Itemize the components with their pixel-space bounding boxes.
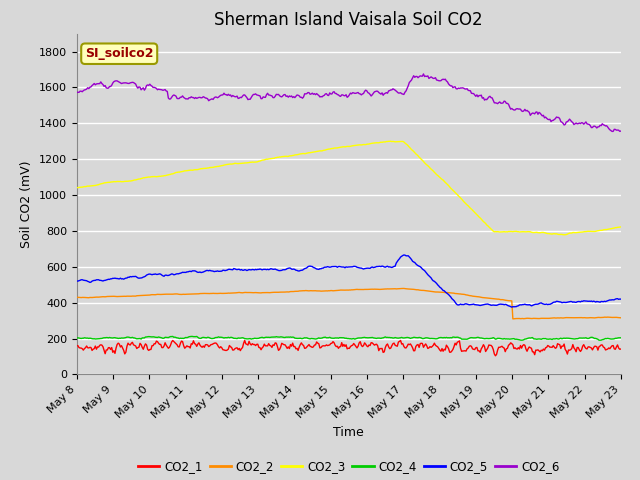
- Line: CO2_5: CO2_5: [77, 255, 621, 307]
- CO2_3: [332, 145, 339, 151]
- CO2_5: [521, 301, 529, 307]
- CO2_4: [398, 335, 406, 340]
- CO2_6: [520, 108, 527, 114]
- CO2_6: [335, 92, 342, 98]
- CO2_6: [608, 129, 616, 134]
- CO2_2: [606, 314, 614, 320]
- CO2_1: [332, 342, 339, 348]
- CO2_1: [521, 342, 529, 348]
- CO2_5: [367, 264, 375, 270]
- CO2_5: [332, 264, 339, 269]
- CO2_1: [367, 340, 375, 346]
- X-axis label: Time: Time: [333, 426, 364, 439]
- CO2_6: [397, 90, 404, 96]
- CO2_4: [169, 334, 177, 339]
- CO2_2: [367, 287, 375, 292]
- CO2_6: [420, 71, 428, 77]
- CO2_3: [335, 144, 342, 150]
- CO2_1: [617, 346, 625, 352]
- CO2_3: [73, 185, 81, 191]
- Line: CO2_6: CO2_6: [77, 74, 621, 132]
- CO2_1: [73, 343, 81, 348]
- CO2_5: [508, 304, 516, 310]
- CO2_2: [73, 294, 81, 300]
- CO2_4: [332, 335, 340, 341]
- CO2_5: [606, 297, 614, 303]
- CO2_2: [521, 316, 529, 322]
- CO2_2: [617, 315, 625, 321]
- CO2_3: [367, 141, 375, 146]
- CO2_4: [617, 335, 625, 341]
- Line: CO2_4: CO2_4: [77, 336, 621, 340]
- CO2_3: [398, 139, 406, 144]
- CO2_2: [397, 286, 404, 291]
- Title: Sherman Island Vaisala Soil CO2: Sherman Island Vaisala Soil CO2: [214, 11, 483, 29]
- CO2_1: [398, 341, 406, 347]
- CO2_1: [606, 346, 614, 351]
- Y-axis label: Soil CO2 (mV): Soil CO2 (mV): [20, 160, 33, 248]
- CO2_6: [617, 128, 625, 134]
- CO2_3: [520, 229, 527, 235]
- CO2_3: [560, 232, 568, 238]
- CO2_3: [387, 138, 395, 144]
- CO2_2: [335, 288, 342, 293]
- Line: CO2_1: CO2_1: [77, 340, 621, 356]
- CO2_6: [605, 126, 612, 132]
- CO2_6: [367, 93, 375, 99]
- CO2_2: [332, 288, 339, 293]
- CO2_4: [369, 335, 376, 340]
- CO2_5: [397, 254, 404, 260]
- CO2_2: [400, 286, 408, 291]
- CO2_4: [336, 335, 344, 340]
- CO2_3: [617, 224, 625, 230]
- Line: CO2_2: CO2_2: [77, 288, 621, 319]
- Text: SI_soilco2: SI_soilco2: [85, 47, 154, 60]
- CO2_4: [596, 337, 604, 343]
- CO2_3: [606, 226, 614, 232]
- CO2_5: [335, 264, 342, 269]
- Legend: CO2_1, CO2_2, CO2_3, CO2_4, CO2_5, CO2_6: CO2_1, CO2_2, CO2_3, CO2_4, CO2_5, CO2_6: [134, 455, 564, 478]
- CO2_5: [617, 296, 625, 302]
- CO2_1: [492, 353, 499, 359]
- CO2_4: [520, 337, 527, 343]
- CO2_2: [509, 316, 516, 322]
- CO2_5: [400, 252, 408, 258]
- CO2_5: [73, 278, 81, 284]
- CO2_1: [397, 337, 404, 343]
- CO2_6: [332, 91, 339, 96]
- CO2_4: [73, 335, 81, 341]
- CO2_1: [335, 346, 342, 351]
- CO2_6: [73, 90, 81, 96]
- Line: CO2_3: CO2_3: [77, 141, 621, 235]
- CO2_4: [606, 336, 614, 342]
